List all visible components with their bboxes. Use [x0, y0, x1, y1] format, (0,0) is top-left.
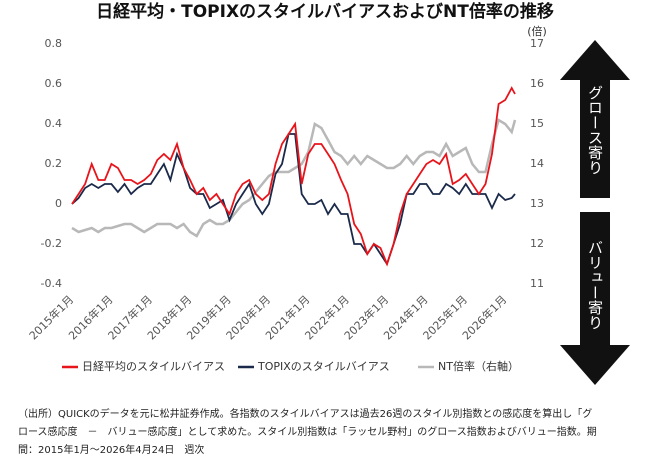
series-line: [71, 86, 516, 267]
series-line: [71, 118, 517, 238]
y-tick-label: 0.8: [45, 37, 63, 50]
y-tick-label: 0: [55, 197, 62, 210]
y2-tick-label: 16: [530, 77, 544, 90]
series-line: [71, 133, 516, 267]
chart-title: 日経平均・TOPIXのスタイルバイアスおよびNT倍率の推移: [96, 1, 554, 22]
growth-label: グロース寄り: [586, 85, 604, 175]
growth-arrow: [560, 40, 630, 198]
y2-tick-label: 15: [530, 117, 544, 130]
note-line: 間：2015年1月～2026年4月24日 週次: [18, 443, 204, 456]
y2-tick-label: 13: [530, 197, 544, 210]
legend-label: NT倍率（右軸）: [438, 359, 519, 373]
y2-tick-label: 12: [530, 237, 544, 250]
y2-tick-label: 17: [530, 37, 544, 50]
y-tick-label: 0.2: [45, 157, 63, 170]
legend-label: TOPIXのスタイルバイアス: [257, 360, 390, 373]
y-tick-label: -0.4: [41, 277, 62, 290]
note-line: ロース感応度 － バリュー感応度」として求めた。スタイル別指数は「ラッセル野村」…: [18, 425, 597, 438]
y2-tick-label: 11: [530, 277, 544, 290]
value-label: バリュー寄り: [586, 240, 604, 330]
legend-label: 日経平均のスタイルバイアス: [82, 360, 225, 373]
y-tick-label: 0.4: [45, 117, 63, 130]
y-tick-label: -0.2: [41, 237, 62, 250]
y-tick-label: 0.6: [45, 77, 63, 90]
note-line: （出所）QUICKのデータを元に松井証券作成。各指数のスタイルバイアスは過去26…: [18, 407, 592, 420]
y2-tick-label: 14: [530, 157, 544, 170]
y2-label: (倍): [527, 24, 547, 38]
value-arrow: [560, 212, 630, 385]
